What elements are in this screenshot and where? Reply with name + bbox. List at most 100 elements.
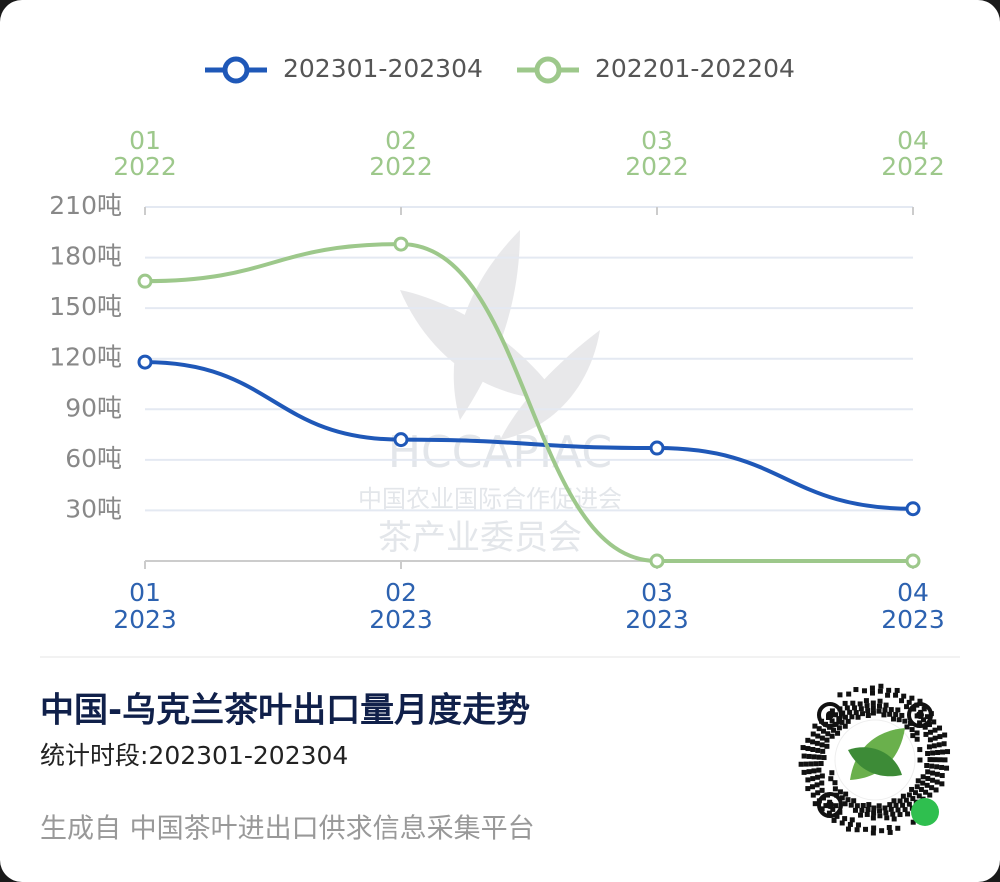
qr-dot	[871, 805, 877, 811]
top-x-tick-label: 01	[129, 126, 161, 155]
qr-dot	[849, 714, 855, 720]
qr-dot	[901, 693, 907, 699]
qr-dot	[945, 749, 951, 755]
qr-dot	[845, 797, 851, 803]
qr-dot	[816, 754, 822, 760]
qr-finder	[826, 801, 834, 809]
qr-dot	[924, 762, 930, 768]
qr-dot	[895, 707, 901, 713]
qr-dot	[853, 710, 859, 716]
series-line	[144, 242, 913, 563]
qr-dot	[800, 745, 806, 751]
qr-dot	[925, 776, 931, 782]
qr-dot	[878, 683, 884, 689]
qr-dot	[820, 748, 826, 754]
watermark-text: 中国农业国际合作促进会	[358, 485, 622, 513]
qr-dot	[839, 719, 845, 725]
qr-dot	[920, 717, 926, 723]
qr-dot	[893, 692, 899, 698]
qr-dot	[854, 827, 860, 833]
top-x-tick-label: 2022	[881, 152, 945, 181]
qr-dot	[914, 784, 920, 790]
qr-dot	[930, 777, 936, 783]
qr-dot	[942, 757, 948, 763]
qr-dot	[920, 780, 926, 786]
qr-dot	[813, 761, 819, 767]
data-point	[649, 553, 665, 569]
qr-dot	[837, 789, 843, 795]
qr-dot	[831, 817, 837, 823]
qr-dot	[805, 746, 811, 752]
x-tick-label: 01	[129, 578, 161, 607]
qr-dot	[906, 801, 912, 807]
qr-dot	[932, 735, 938, 741]
qr-dot	[842, 714, 848, 720]
qr-dot	[902, 718, 908, 724]
qr-dot	[899, 712, 905, 718]
qr-dot	[844, 705, 850, 711]
qr-dot	[834, 813, 840, 819]
qr-dot	[810, 731, 816, 737]
qr-dot	[870, 710, 876, 716]
qr-dot	[914, 736, 920, 742]
qr-dot	[930, 770, 936, 776]
qr-dot	[934, 764, 940, 770]
qr-dot	[891, 816, 897, 822]
qr-dot	[911, 706, 917, 712]
qr-finder	[817, 702, 843, 728]
qr-finder	[916, 711, 924, 719]
qr-dot	[819, 787, 825, 793]
qr-dot	[816, 767, 822, 773]
qr-dot	[877, 703, 883, 709]
qr-dot	[869, 690, 875, 696]
qr-dot	[852, 807, 858, 813]
qr-dot	[894, 687, 900, 693]
qr-dot	[805, 786, 811, 792]
qr-dot	[851, 798, 857, 804]
y-tick-label: 90吨	[65, 393, 122, 422]
qr-dot	[924, 714, 930, 720]
qr-finder	[826, 711, 834, 719]
qr-dot	[893, 802, 899, 808]
qr-dot	[832, 786, 838, 792]
qr-dot	[828, 776, 834, 782]
qr-dot	[852, 705, 858, 711]
qr-dot	[831, 727, 837, 733]
qr-finder	[907, 702, 933, 728]
qr-dot	[885, 692, 891, 698]
qr-dot	[941, 741, 947, 747]
qr-dot	[890, 811, 896, 817]
qr-dot	[833, 803, 839, 809]
qr-dot	[925, 750, 931, 756]
qr-dot	[929, 785, 935, 791]
qr-dot	[842, 801, 848, 807]
qr-dot	[921, 706, 927, 712]
qr-dot	[914, 730, 920, 736]
qr-dot	[887, 802, 893, 808]
qr-dot	[900, 802, 906, 808]
qr-dot	[888, 707, 894, 713]
x-tick-label: 04	[897, 578, 929, 607]
qr-dot	[883, 810, 889, 816]
qr-dot	[860, 803, 866, 809]
qr-dot	[931, 743, 937, 749]
qr-dot	[815, 790, 821, 796]
qr-dot	[798, 761, 804, 767]
y-tick-label: 150吨	[49, 292, 122, 321]
legend-marker	[222, 56, 250, 84]
qr-dot	[821, 755, 827, 761]
qr-dot	[829, 718, 835, 724]
qr-dot	[899, 698, 905, 704]
qr-dot	[858, 706, 864, 712]
qr-dot	[918, 786, 924, 792]
data-point	[905, 553, 921, 569]
qr-dot	[937, 757, 943, 763]
qr-dot	[926, 722, 932, 728]
x-tick-label: 03	[641, 578, 673, 607]
qr-dot	[933, 787, 939, 793]
qr-dot	[819, 742, 825, 748]
qr-dot	[917, 757, 923, 763]
y-tick-label: 120吨	[49, 343, 122, 372]
qr-dot	[940, 749, 946, 755]
watermark-logo	[400, 230, 600, 440]
